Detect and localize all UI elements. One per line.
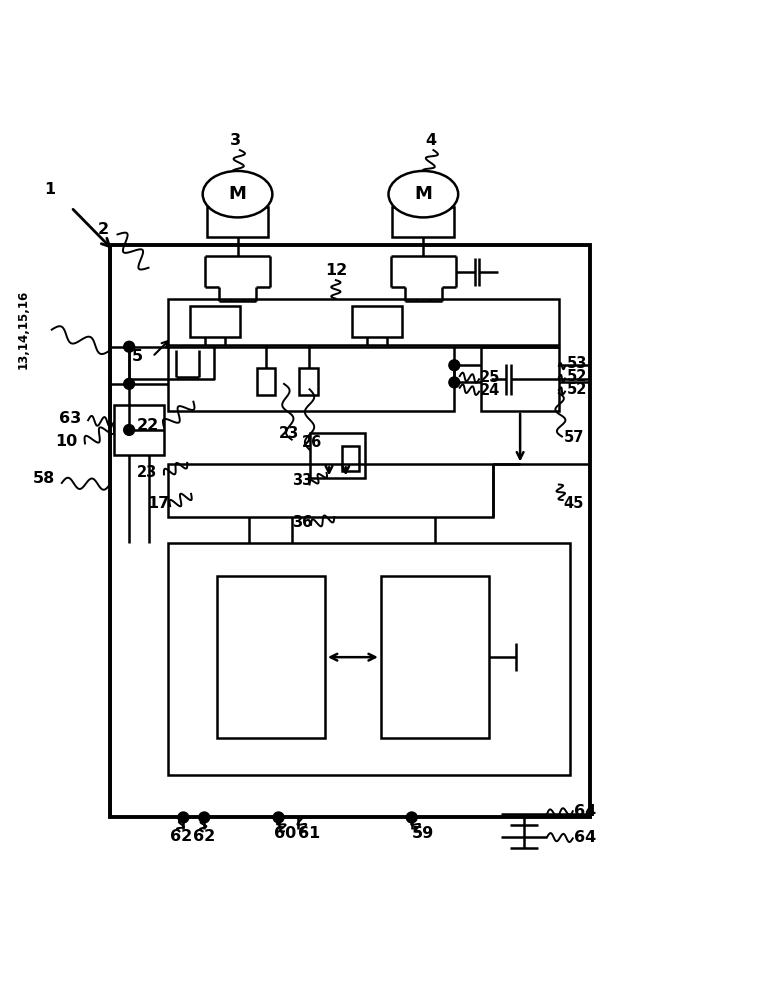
Circle shape (274, 812, 284, 823)
Bar (110, 245, 590, 817)
Text: 63: 63 (60, 411, 82, 426)
Bar (168, 543, 570, 775)
Text: 60: 60 (274, 826, 296, 841)
Circle shape (124, 341, 134, 352)
Bar (381, 576, 490, 738)
Bar (309, 433, 365, 478)
Text: 57: 57 (563, 430, 584, 445)
Text: 12: 12 (325, 263, 347, 278)
Text: 4: 4 (426, 133, 437, 148)
Text: 52: 52 (566, 382, 587, 397)
Text: 61: 61 (298, 826, 320, 841)
Circle shape (124, 378, 134, 389)
Text: 22: 22 (137, 418, 159, 433)
Text: 59: 59 (412, 826, 434, 841)
Text: M: M (414, 185, 432, 203)
Text: 26: 26 (301, 435, 322, 450)
Text: 45: 45 (563, 496, 584, 511)
Bar (207, 207, 269, 237)
Text: 25: 25 (480, 370, 500, 385)
Text: 64: 64 (574, 804, 597, 819)
Bar (190, 306, 240, 337)
Bar (299, 368, 318, 395)
Bar (168, 347, 455, 411)
Bar (168, 464, 493, 517)
Text: 36: 36 (291, 515, 312, 530)
Ellipse shape (203, 171, 273, 217)
Text: 5: 5 (131, 349, 143, 364)
Text: 33: 33 (291, 473, 312, 488)
Bar (168, 299, 559, 345)
Bar (342, 446, 359, 471)
Text: 58: 58 (33, 471, 54, 486)
Circle shape (449, 377, 460, 388)
Text: 64: 64 (574, 830, 597, 845)
Text: 3: 3 (230, 133, 241, 148)
Text: M: M (228, 185, 246, 203)
Bar (482, 347, 559, 411)
Circle shape (406, 812, 417, 823)
Bar (113, 405, 164, 455)
Ellipse shape (388, 171, 458, 217)
Text: 24: 24 (480, 383, 500, 398)
Text: 53: 53 (566, 356, 587, 371)
Text: 1: 1 (44, 182, 55, 197)
Circle shape (449, 360, 460, 371)
Circle shape (178, 812, 189, 823)
Bar (352, 306, 402, 337)
Text: 10: 10 (56, 434, 78, 449)
Text: 17: 17 (147, 496, 169, 511)
Text: 62: 62 (193, 829, 216, 844)
Bar (217, 576, 325, 738)
Bar (257, 368, 276, 395)
Text: 23: 23 (279, 426, 299, 441)
Bar (392, 207, 455, 237)
Text: 2: 2 (98, 222, 110, 237)
Text: 62: 62 (170, 829, 193, 844)
Circle shape (124, 425, 134, 435)
Text: 13,14,15,16: 13,14,15,16 (16, 290, 30, 369)
Circle shape (199, 812, 210, 823)
Text: 23: 23 (137, 465, 157, 480)
Text: 52: 52 (566, 369, 587, 384)
